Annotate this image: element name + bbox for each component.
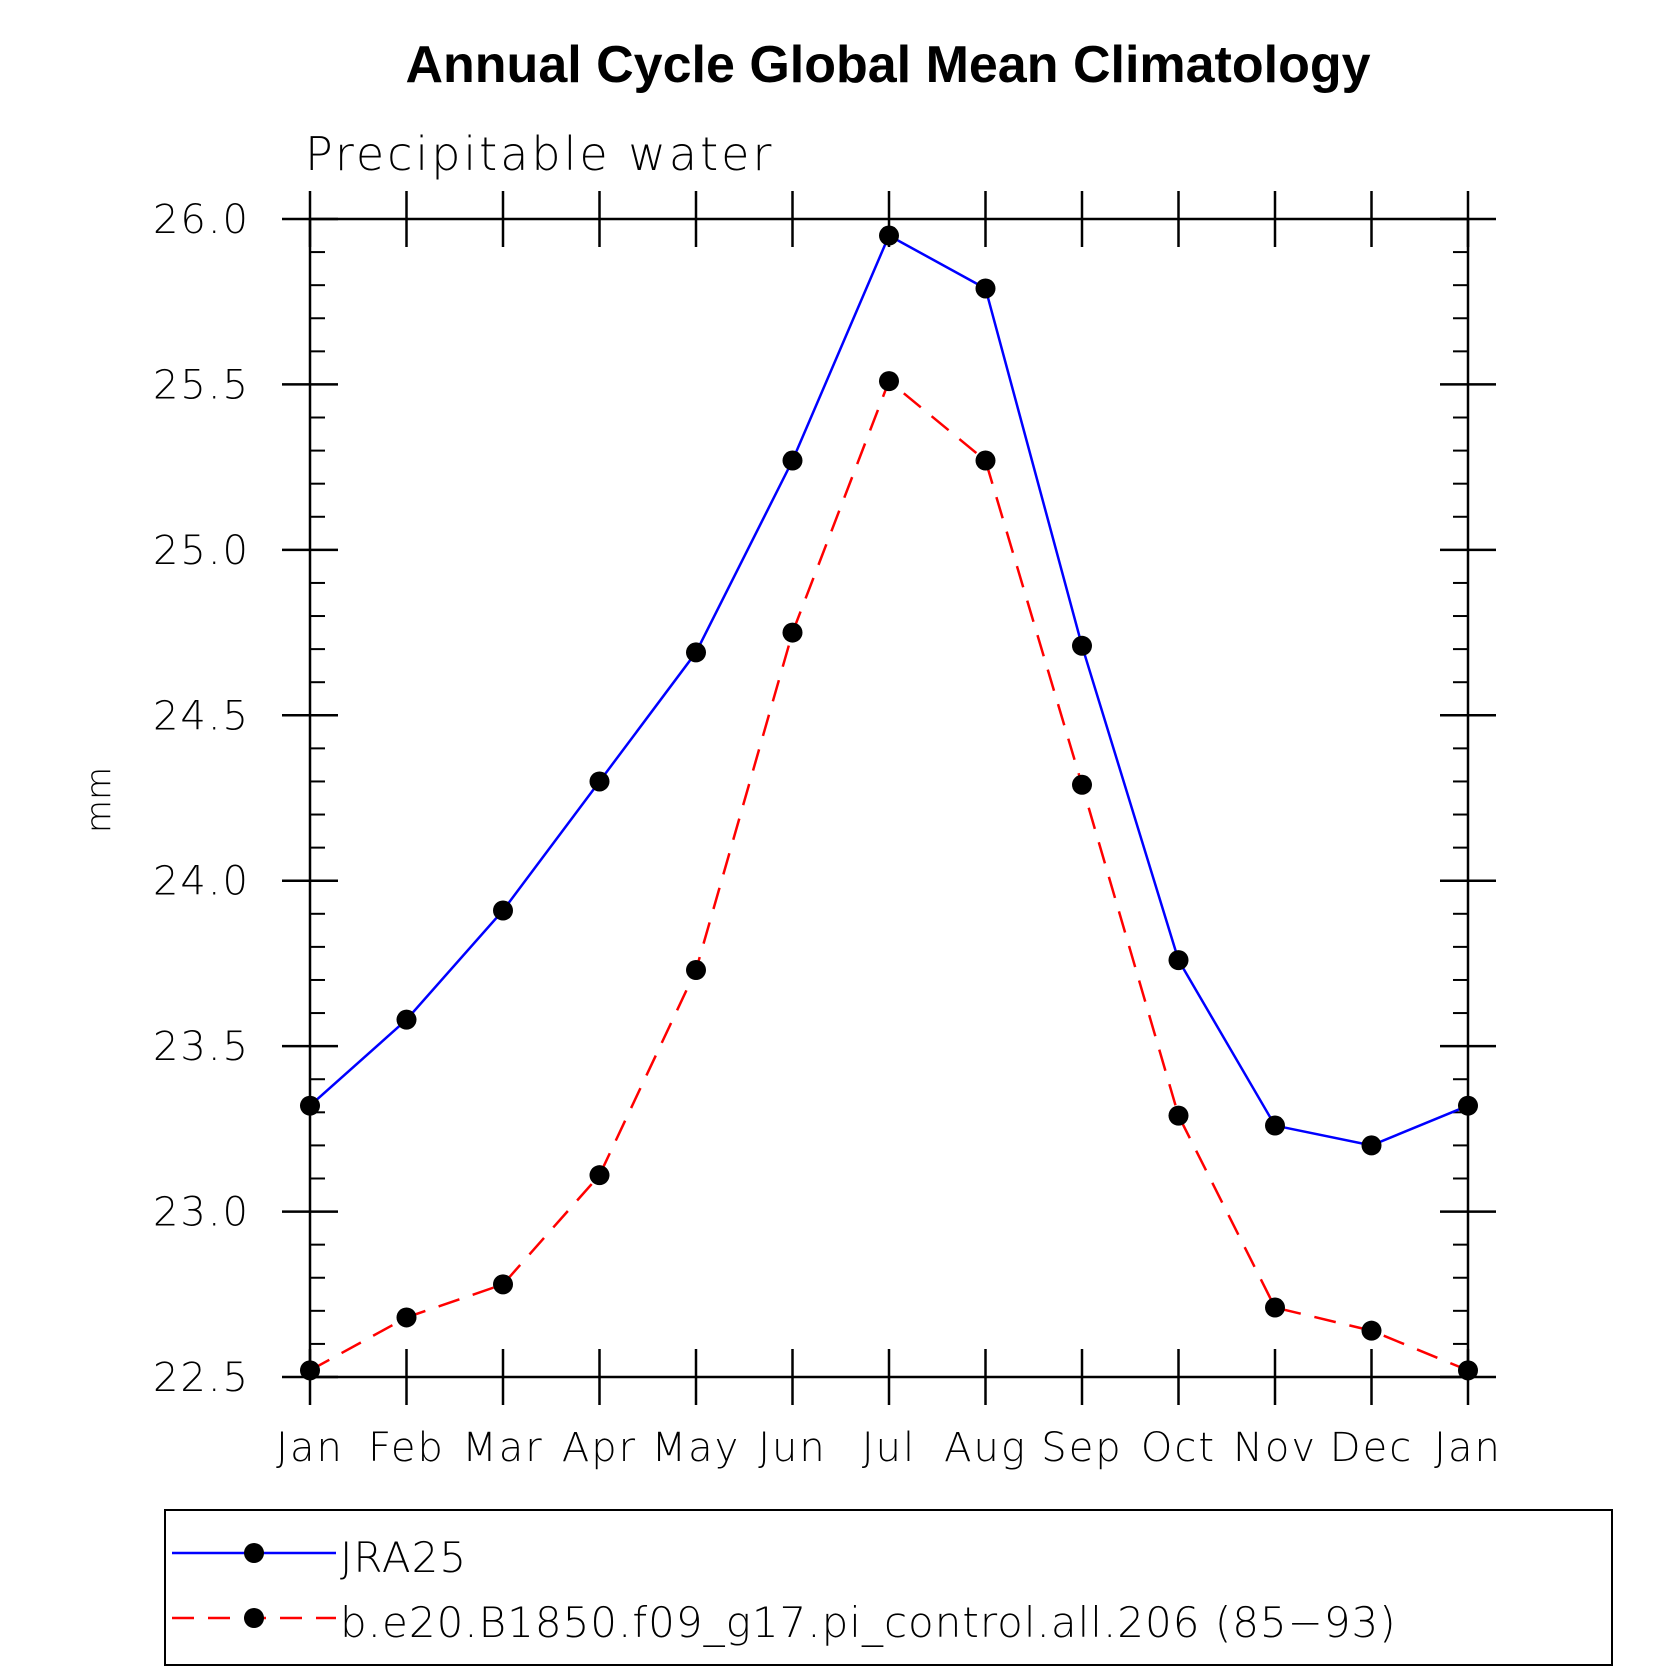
x-tick-label: Dec [1330,1425,1413,1471]
chart-title: Annual Cycle Global Mean Climatology [405,36,1370,94]
legend-swatches [172,1543,336,1628]
chart-subtitle: Precipitable water [305,127,774,181]
y-tick-label: 24.0 [153,859,250,905]
legend-marker-series-1 [244,1543,264,1563]
plot-frame [308,217,1470,1379]
series-1-point [1265,1115,1285,1136]
y-tick-label: 24.5 [153,693,250,739]
series-2-point [1072,774,1092,795]
series-2-point [589,1165,610,1186]
series-1-point [879,225,899,246]
y-tick-label: 23.0 [153,1190,250,1236]
x-tick-label: Nov [1233,1425,1317,1471]
series-1-point [493,900,513,921]
series-layer [300,225,1478,1381]
series-1-point [396,1009,417,1030]
y-axis-label: mm [79,767,119,833]
x-tick-label: Jan [1434,1425,1502,1471]
series-1-point [589,771,610,792]
series-1-point [1361,1135,1382,1156]
series-2-point [1168,1105,1189,1126]
series-2-point [975,450,996,471]
x-tick-label: Jun [758,1425,827,1471]
series-2-point [686,960,706,981]
series-2-point [493,1274,513,1295]
series-2-point [782,622,803,643]
x-tick-label: Aug [944,1425,1027,1471]
series-2-point [879,371,899,392]
legend: JRA25 b.e20.B1850.f09_g17.pi_control.all… [164,1509,1613,1666]
tick-labels: Jan Feb Mar Apr May Jun Jul Aug Sep Oct Nov Dec Jan 2… [153,197,1502,1471]
x-tick-label: Apr [562,1425,637,1471]
x-tick-label: May [652,1425,741,1471]
y-tick-label: 22.5 [153,1355,250,1401]
y-tick-label: 25.5 [153,362,250,408]
legend-label-series-2: b.e20.B1850.f09_g17.pi_control.all.206 (… [340,1598,1397,1647]
y-tick-label: 25.0 [153,528,250,574]
series-1-point [975,278,996,299]
series-1-point [686,642,706,663]
x-tick-label: Jul [862,1425,916,1471]
series-1-point [782,450,803,471]
series-line-2 [309,379,1469,1372]
x-tick-label: Oct [1141,1425,1216,1471]
series-2-point [396,1307,417,1328]
y-tick-label: 23.5 [153,1024,250,1070]
legend-marker-series-2 [244,1608,264,1628]
x-tick-label: Jan [276,1425,344,1471]
series-1-point [1168,950,1189,971]
x-tick-label: Sep [1041,1425,1122,1471]
series-1-point [1072,635,1092,656]
series-2-point [1361,1320,1382,1341]
y-tick-label: 26.0 [153,197,250,243]
series-2-point [1265,1297,1285,1318]
legend-box [164,1509,1613,1666]
x-tick-label: Mar [462,1425,543,1471]
x-tick-label: Feb [368,1425,445,1471]
legend-label-series-1: JRA25 [340,1533,467,1582]
